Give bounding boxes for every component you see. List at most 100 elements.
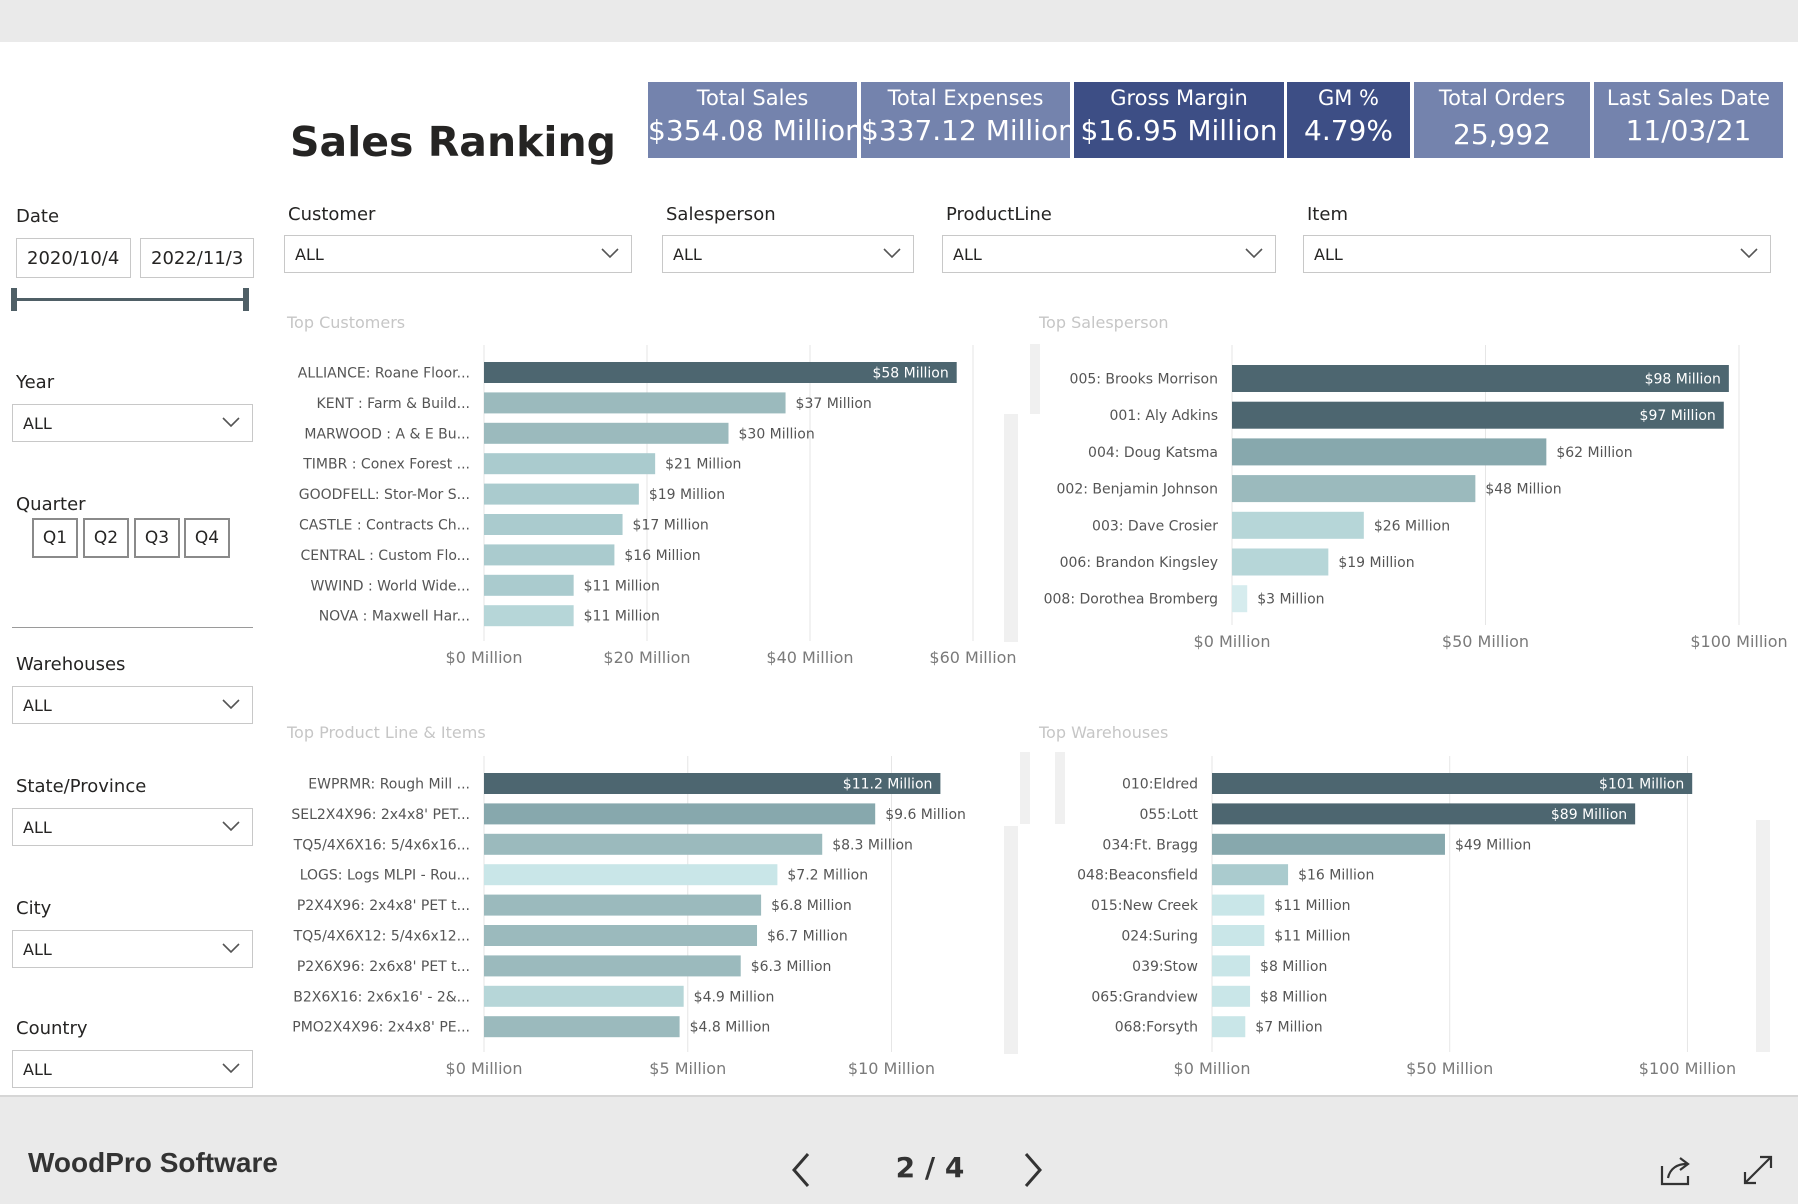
- warehouses-dropdown[interactable]: ALL: [12, 686, 253, 724]
- kpi-label: Last Sales Date: [1606, 86, 1771, 110]
- kpi-last-sales-date: Last Sales Date 11/03/21: [1594, 82, 1783, 158]
- x-tick-label: $60 Million: [929, 648, 1016, 667]
- data-label: $11.2 Million: [843, 777, 933, 793]
- bar: [1212, 925, 1265, 946]
- data-label: $62 Million: [1556, 445, 1632, 461]
- top-customers-chart: $0 Million $20 Million $40 Million $60 Mill…: [298, 345, 1017, 667]
- customer-dropdown-value: ALL: [295, 245, 324, 264]
- salesperson-scrollbar[interactable]: [1030, 344, 1040, 414]
- date-start-value: 2020/10/4: [27, 248, 120, 269]
- quarter-q1-button[interactable]: Q1: [32, 518, 78, 558]
- x-tick-label: $50 Million: [1442, 632, 1529, 651]
- top-salesperson-chart: $0 Million $50 Million $100 Million 005: Br…: [1044, 345, 1788, 651]
- salesperson-dropdown[interactable]: ALL: [662, 235, 914, 273]
- kpi-value: 4.79%: [1304, 114, 1393, 147]
- category-label: 001: Aly Adkins: [1110, 408, 1218, 424]
- data-label: $3 Million: [1257, 592, 1324, 608]
- date-slider-start-handle[interactable]: [11, 288, 17, 311]
- productline-dropdown[interactable]: ALL: [942, 235, 1276, 273]
- bar: [1212, 833, 1445, 855]
- kpi-value: $354.08 Million: [648, 114, 863, 147]
- category-label: WWIND : World Wide...: [310, 578, 470, 594]
- x-tick-label: $10 Million: [848, 1059, 935, 1078]
- category-label: KENT : Farm & Build...: [317, 396, 470, 412]
- category-label: LOGS: Logs MLPI - Rou...: [300, 868, 470, 884]
- state-dropdown[interactable]: ALL: [12, 808, 253, 846]
- category-label: 015:New Creek: [1091, 898, 1199, 914]
- category-label: TQ5/4X6X12: 5/4x6x12...: [293, 929, 470, 945]
- data-label: $98 Million: [1645, 372, 1721, 388]
- customer-dropdown[interactable]: ALL: [284, 235, 632, 273]
- item-dropdown[interactable]: ALL: [1303, 235, 1771, 273]
- chevron-down-icon: [222, 417, 240, 428]
- country-dropdown[interactable]: ALL: [12, 1050, 253, 1088]
- bar: [1232, 365, 1729, 392]
- customers-scrollbar[interactable]: [1004, 414, 1018, 642]
- data-label: $58 Million: [872, 366, 948, 382]
- category-label: TQ5/4X6X16: 5/4x6x16...: [293, 837, 470, 853]
- chevron-down-icon: [883, 248, 901, 259]
- year-dropdown[interactable]: ALL: [12, 404, 253, 442]
- state-filter-label: State/Province: [16, 776, 147, 797]
- date-slider-end-handle[interactable]: [243, 288, 249, 311]
- city-dropdown[interactable]: ALL: [12, 930, 253, 968]
- data-label: $8 Million: [1260, 989, 1327, 1005]
- x-tick-label: $50 Million: [1406, 1059, 1493, 1078]
- salesperson-filter-label: Salesperson: [666, 204, 776, 225]
- bar: [1212, 955, 1251, 977]
- kpi-total-sales: Total Sales $354.08 Million: [648, 82, 863, 158]
- country-dropdown-value: ALL: [23, 1060, 52, 1079]
- warehouses-scrollbar-small[interactable]: [1055, 752, 1065, 824]
- data-label: $9.6 Million: [885, 807, 966, 823]
- data-label: $16 Million: [624, 548, 700, 564]
- x-tick-label: $0 Million: [1174, 1059, 1251, 1078]
- chevron-down-icon: [222, 1063, 240, 1074]
- kpi-value: $16.95 Million: [1080, 114, 1278, 147]
- bar: [484, 864, 778, 886]
- chevron-down-icon: [1245, 248, 1263, 259]
- bar: [1212, 864, 1289, 886]
- category-label: P2X6X96: 2x6x8' PET t...: [297, 959, 470, 975]
- category-label: PMO2X4X96: 2x4x8' PE...: [292, 1020, 470, 1036]
- bar: [484, 483, 639, 505]
- category-label: ALLIANCE: Roane Floor...: [298, 366, 470, 382]
- brand-name: WoodPro Software: [28, 1147, 278, 1178]
- quarter-q4-button[interactable]: Q4: [184, 518, 230, 558]
- productline-filter-label: ProductLine: [946, 204, 1052, 225]
- date-end-input[interactable]: 2022/11/3: [140, 238, 254, 278]
- x-tick-label: $0 Million: [446, 648, 523, 667]
- page-indicator: 2 / 4: [895, 1151, 965, 1184]
- bar: [484, 803, 876, 825]
- customer-filter-label: Customer: [288, 204, 376, 225]
- product-line-scrollbar-small[interactable]: [1020, 752, 1030, 824]
- quarter-q3-button[interactable]: Q3: [134, 518, 180, 558]
- share-icon[interactable]: [1656, 1152, 1696, 1188]
- bar: [1212, 1016, 1246, 1038]
- data-label: $19 Million: [1338, 555, 1414, 571]
- bar: [1232, 401, 1724, 429]
- quarter-q4-label: Q4: [194, 528, 220, 548]
- bar: [484, 544, 615, 566]
- category-label: 002: Benjamin Johnson: [1057, 482, 1218, 498]
- chevron-down-icon: [601, 248, 619, 259]
- bar: [484, 833, 823, 855]
- bar: [1232, 475, 1476, 503]
- quarter-filter-label: Quarter: [16, 494, 86, 515]
- date-slider-track[interactable]: [14, 298, 246, 301]
- quarter-q2-button[interactable]: Q2: [83, 518, 129, 558]
- category-label: 008: Dorothea Bromberg: [1044, 592, 1218, 608]
- bar: [484, 453, 656, 475]
- category-label: CENTRAL : Custom Flo...: [301, 548, 471, 564]
- bar: [1232, 511, 1364, 539]
- product-line-scrollbar[interactable]: [1004, 826, 1018, 1054]
- fullscreen-icon[interactable]: [1740, 1152, 1776, 1188]
- warehouses-scrollbar[interactable]: [1756, 820, 1770, 1052]
- date-start-input[interactable]: 2020/10/4: [16, 238, 131, 278]
- category-label: 003: Dave Crosier: [1092, 518, 1218, 534]
- x-tick-label: $20 Million: [603, 648, 690, 667]
- previous-page-icon[interactable]: [786, 1150, 818, 1190]
- category-label: 039:Stow: [1132, 959, 1198, 975]
- kpi-value: 25,992: [1453, 118, 1551, 151]
- top-bar: [0, 0, 1798, 42]
- next-page-icon[interactable]: [1016, 1150, 1048, 1190]
